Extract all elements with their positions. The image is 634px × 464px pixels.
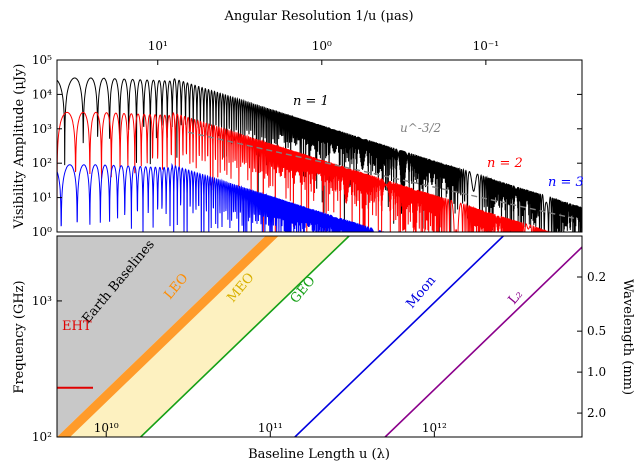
reference-u-3-2-line [188, 131, 574, 219]
frequency-ticks: 10² 10³ [32, 294, 62, 444]
wavelength-ticks: 0.2 0.5 1.0 2.0 [577, 270, 606, 420]
top-x-tick-label: 10⁰ [312, 39, 332, 53]
series-label-n2: n = 2 [487, 156, 523, 171]
l2-line [384, 246, 582, 437]
baseline-tick-label: 10¹⁰ [94, 421, 119, 435]
top-y-tick-label: 10² [32, 156, 52, 170]
reference-line-label: u^-3/2 [400, 121, 441, 135]
series-1-curve [57, 77, 582, 232]
leo-band [57, 236, 279, 437]
baseline-tick-label: 10¹² [422, 421, 447, 435]
top-panel-frame [56, 59, 583, 233]
baseline-panel: 10² 10³ 10¹⁰ 10¹¹ 10¹² 0.2 0.5 1.0 2.0 Baselin… [12, 235, 634, 462]
eht-label: EHT [62, 319, 92, 334]
baseline-length-axis-label: Baseline Length u (λ) [248, 447, 390, 462]
moon-label: Moon [404, 273, 440, 312]
geo-line [140, 236, 350, 437]
top-y-tick-label: 10⁰ [32, 225, 52, 239]
series-label-n3: n = 3 [548, 175, 584, 190]
wavelength-tick-label: 0.2 [587, 270, 606, 284]
wavelength-tick-label: 0.5 [587, 324, 606, 338]
series-3-curve [57, 162, 386, 232]
visibility-panel: 10⁰ 10¹ 10² 10³ 10⁴ 10⁵ 10¹ 10⁰ 10⁻¹ Angular Re… [12, 9, 584, 239]
top-y-ticks: 10⁰ 10¹ 10² 10³ 10⁴ 10⁵ [32, 53, 582, 239]
visibility-curves [57, 77, 582, 232]
top-y-tick-label: 10⁴ [32, 87, 52, 101]
top-x-tick-label: 10⁻¹ [473, 39, 499, 53]
frequency-tick-label: 10³ [32, 294, 52, 308]
top-y-tick-label: 10³ [32, 122, 52, 136]
series-label-n1: n = 1 [293, 94, 329, 109]
visibility-amplitude-axis-label: Visibility Amplitude (μJy) [12, 64, 27, 230]
angular-resolution-axis-label: Angular Resolution 1/u (μas) [223, 9, 413, 24]
meo-region [70, 236, 350, 437]
baseline-tick-label: 10¹¹ [258, 421, 283, 435]
frequency-tick-label: 10² [32, 430, 52, 444]
wavelength-axis-label: Wavelength (mm) [620, 279, 634, 395]
top-y-tick-label: 10⁵ [32, 53, 52, 67]
moon-line [294, 236, 504, 437]
top-x-tick-label: 10¹ [148, 39, 168, 53]
angular-resolution-ticks: 10¹ 10⁰ 10⁻¹ [148, 39, 499, 65]
frequency-axis-label: Frequency (GHz) [12, 280, 27, 393]
series-2-curve [57, 111, 551, 232]
bottom-panel-frame [56, 235, 583, 438]
wavelength-tick-label: 1.0 [587, 365, 606, 379]
wavelength-tick-label: 2.0 [587, 406, 606, 420]
top-y-tick-label: 10¹ [32, 191, 52, 205]
baseline-ticks: 10¹⁰ 10¹¹ 10¹² [94, 421, 447, 437]
